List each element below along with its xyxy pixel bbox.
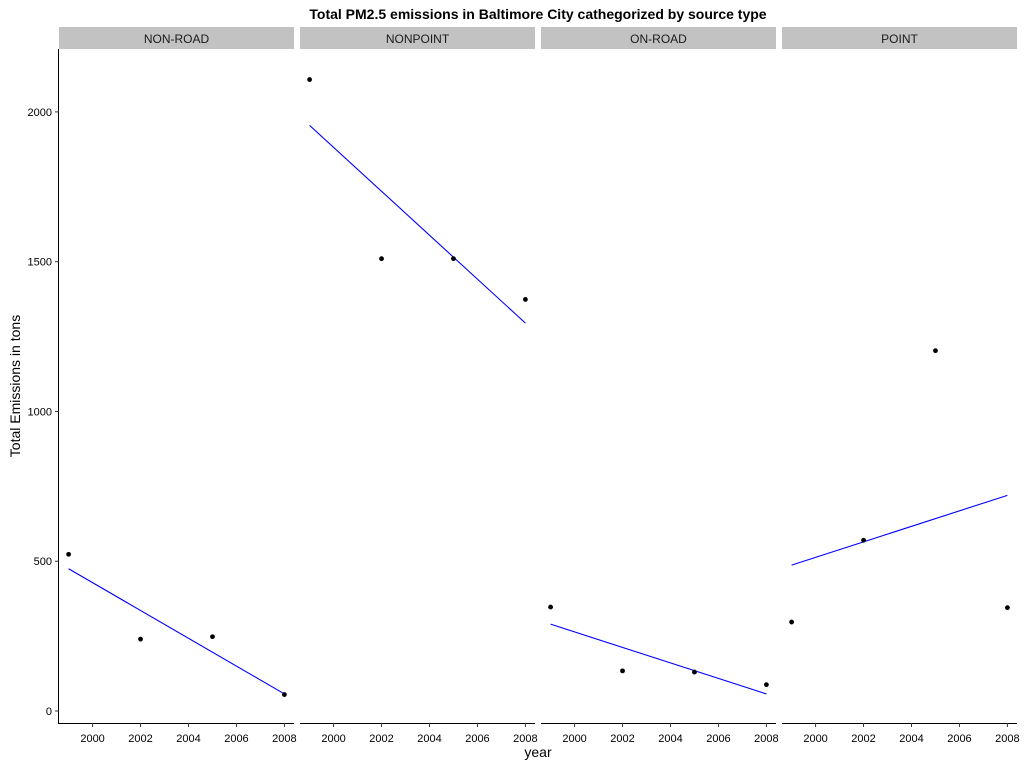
data-point <box>620 668 625 674</box>
facet-panel-nonpoint: NONPOINT 2000 2002 2004 2006 2008 <box>300 27 538 745</box>
x-tick-label: 2000 <box>562 733 586 745</box>
data-point <box>692 669 697 675</box>
data-point <box>282 692 287 697</box>
data-point <box>66 551 71 557</box>
y-tick-label: 1000 <box>28 406 52 418</box>
facet-panels: NON-ROAD 2000 2002 2004 2006 2008 NONPOINT 2000… <box>59 27 1020 745</box>
facet-strip <box>300 27 535 49</box>
x-tick-label: 2002 <box>851 733 875 745</box>
y-tick-label: 2000 <box>28 107 52 119</box>
x-tick-label: 2002 <box>610 733 634 745</box>
trend-line <box>550 623 767 695</box>
y-axis-title: Total Emissions in tons <box>7 315 23 457</box>
facet-strip <box>59 27 294 49</box>
facet-strip-label: ON-ROAD <box>630 32 687 46</box>
facet-panel-point: POINT 2000 2002 2004 2006 2008 <box>782 27 1020 745</box>
x-tick-label: 2004 <box>899 733 923 745</box>
data-point <box>861 537 866 543</box>
x-tick-label: 2006 <box>224 733 248 745</box>
facet-panel-non-road: NON-ROAD 2000 2002 2004 2006 2008 <box>59 27 297 745</box>
data-point <box>1005 605 1010 611</box>
facet-panel-on-road: ON-ROAD 2000 2002 2004 2006 2008 <box>541 27 779 745</box>
x-tick-label: 2006 <box>465 733 489 745</box>
y-axis: 0 500 1000 1500 2000 <box>28 49 59 724</box>
data-point <box>210 634 215 640</box>
trend-line <box>68 568 285 695</box>
facet-strip <box>541 27 776 49</box>
x-tick-label: 2000 <box>803 733 827 745</box>
data-point <box>451 256 456 262</box>
data-point <box>523 297 528 302</box>
y-tick-label: 1500 <box>28 257 52 269</box>
facet-strip-label: NON-ROAD <box>144 32 210 46</box>
data-point <box>764 682 769 688</box>
x-tick-label: 2008 <box>272 733 296 745</box>
x-tick-label: 2004 <box>658 733 682 745</box>
x-tick-label: 2002 <box>369 733 393 745</box>
x-tick-label: 2008 <box>995 733 1019 745</box>
facet-strip <box>782 27 1017 49</box>
y-tick-label: 0 <box>46 706 52 718</box>
data-point <box>548 604 553 610</box>
x-tick-label: 2002 <box>128 733 152 745</box>
x-tick-label: 2008 <box>513 733 537 745</box>
data-point <box>379 256 384 262</box>
x-tick-label: 2000 <box>321 733 345 745</box>
x-tick-label: 2004 <box>417 733 441 745</box>
x-axis-title: year <box>524 744 552 760</box>
data-point <box>789 619 794 625</box>
y-tick-label: 500 <box>34 556 52 568</box>
data-point <box>933 348 938 354</box>
x-tick-label: 2006 <box>706 733 730 745</box>
trend-line <box>791 494 1008 566</box>
chart-title: Total PM2.5 emissions in Baltimore City … <box>309 6 766 22</box>
x-tick-label: 2008 <box>754 733 778 745</box>
facet-strip-label: POINT <box>881 32 918 46</box>
x-tick-label: 2006 <box>947 733 971 745</box>
facet-strip-label: NONPOINT <box>386 32 450 46</box>
data-point <box>138 636 143 642</box>
x-tick-label: 2000 <box>80 733 104 745</box>
x-tick-label: 2004 <box>176 733 200 745</box>
trend-line <box>309 124 526 324</box>
data-point <box>307 77 312 82</box>
